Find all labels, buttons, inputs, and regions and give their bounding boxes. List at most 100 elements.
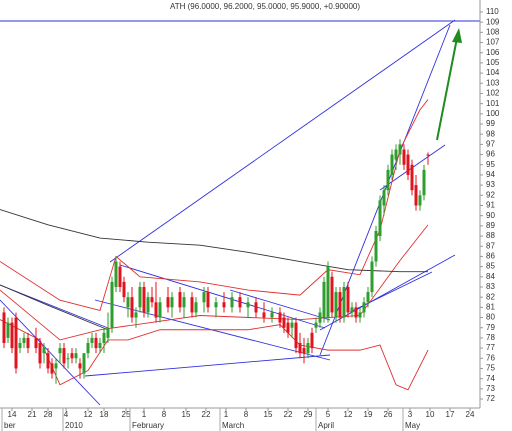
y-tick-label: 94 [486,170,495,179]
x-tick-label: 15 [182,410,191,419]
y-tick-label: 96 [486,150,495,159]
arrow-head [452,28,462,43]
candle-body [362,302,366,313]
candle-body [214,302,218,308]
candle-body [50,363,54,374]
candle-body [86,342,90,354]
trend-line [109,19,456,263]
candle-body [222,302,226,308]
candle-body [310,332,314,349]
x-tick-label: 19 [364,410,373,419]
candle-body [246,302,250,308]
y-tick-label: 85 [486,262,495,271]
y-tick-label: 88 [486,231,495,240]
candle-body [106,327,110,338]
candle-body [346,286,350,313]
candle-body [406,154,410,175]
candle-body [38,342,42,364]
y-tick-label: 108 [486,27,500,36]
candle-body [286,322,290,333]
candle-body [390,154,394,175]
y-tick-label: 110 [486,7,499,16]
candle-body [422,169,426,196]
month-label: May [405,421,420,430]
candle-body [330,276,334,313]
candle-body [90,337,94,343]
candle-body [326,266,330,318]
y-tick-label: 97 [486,139,495,148]
candle-body [118,266,122,287]
y-tick-label: 83 [486,282,495,291]
x-tick-label: 17 [446,410,455,419]
candle-body [398,144,402,155]
x-tick-label: 12 [344,410,353,419]
candle-body [394,149,398,160]
trend-line [84,354,331,377]
candle-body [2,312,6,343]
y-tick-label: 76 [486,353,495,362]
candle-body [22,337,26,343]
candle-body [350,307,354,313]
y-tick-label: 81 [486,302,495,311]
y-tick-label: 86 [486,252,495,261]
candle-body [366,292,370,303]
arrow-shaft [436,37,458,141]
candle-body [402,149,406,165]
x-tick-label: 5 [326,410,331,419]
y-tick-label: 95 [486,160,495,169]
x-tick-label: 25 [122,410,131,419]
chart-title: ATH (96.0000, 96.2000, 95.0000, 95.9000,… [170,2,360,11]
candle-body [110,281,114,328]
x-tick-label: 1 [142,410,147,419]
candle-body [102,332,106,343]
x-tick-label: 10 [426,410,435,419]
y-tick-label: 93 [486,180,495,189]
x-tick-label: 14 [8,410,17,419]
candle-body [418,195,422,206]
x-tick-label: 12 [84,410,93,419]
month-label: 2010 [65,421,83,430]
candle-body [294,322,298,349]
candle-body [230,297,234,308]
x-tick-label: 22 [202,410,211,419]
y-tick-label: 91 [486,201,495,210]
candle-body [170,297,174,308]
candle-body [370,261,374,293]
x-tick-label: 3 [408,410,413,419]
y-tick-label: 103 [486,78,500,87]
candle-body [318,312,322,323]
candle-body [134,312,138,318]
overlay-line [0,99,429,311]
candle-body [54,363,58,369]
candle-body [74,353,78,359]
month-label: February [132,421,164,430]
x-tick-label: 18 [100,410,109,419]
candle-body [298,342,302,354]
x-tick-label: 28 [44,410,53,419]
candle-body [166,297,170,308]
candle-body [382,190,386,206]
x-tick-label: 8 [244,410,249,419]
candle-body [58,348,62,354]
candle-body [14,317,18,369]
y-tick-label: 77 [486,343,495,352]
candle-body [238,297,242,308]
y-tick-label: 99 [486,119,495,128]
candle-body [70,353,74,359]
candle-body [18,342,22,349]
x-tick-label: 21 [28,410,37,419]
y-tick-label: 106 [486,48,500,57]
candle-body [182,297,186,308]
candle-body [354,307,358,318]
month-label: April [318,421,334,430]
candle-body [138,286,142,308]
candle-body [290,322,294,328]
overlay-line [0,224,429,341]
arrow [436,28,462,141]
candle-body [374,230,378,262]
x-tick-label: 24 [466,410,475,419]
candle-body [278,312,282,323]
candle-body [66,358,70,360]
candle-body [314,322,318,328]
